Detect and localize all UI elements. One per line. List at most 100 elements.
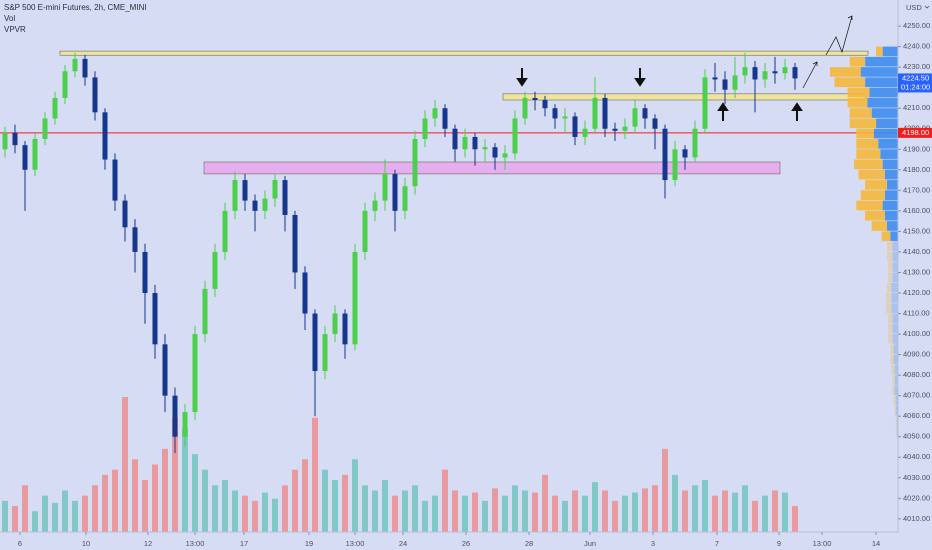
- x-tick-label: 14: [872, 539, 880, 548]
- profile-down: [885, 303, 892, 313]
- volume-bar: [582, 495, 588, 532]
- indicator: Vol: [4, 14, 15, 23]
- candle-body: [462, 136, 468, 150]
- candle-body: [302, 272, 308, 314]
- profile-up: [891, 303, 898, 313]
- candle-body: [282, 180, 288, 215]
- volume-bar: [32, 511, 38, 532]
- profile-down: [887, 251, 893, 262]
- profile-up: [895, 395, 898, 406]
- dropdown-icon[interactable]: [924, 5, 930, 9]
- candle-body: [382, 173, 388, 201]
- candle-body: [412, 139, 418, 187]
- x-tick-label: 13:00: [813, 539, 832, 548]
- y-tick-label: 4140.00: [903, 247, 930, 256]
- profile-up: [891, 282, 898, 293]
- y-tick-label: 4080.00: [903, 370, 930, 379]
- countdown: 01:24:00: [901, 82, 930, 91]
- x-tick-label: 7: [715, 539, 719, 548]
- y-tick-label: 4230.00: [903, 62, 930, 71]
- profile-down: [888, 323, 893, 334]
- candle-body: [222, 210, 228, 252]
- candle-body: [242, 180, 248, 201]
- candle-body: [292, 214, 298, 273]
- volume-bar: [642, 488, 648, 532]
- y-tick-label: 4170.00: [903, 185, 930, 194]
- candle-body: [52, 97, 58, 119]
- volume-bar: [62, 490, 68, 532]
- y-tick-label: 4070.00: [903, 391, 930, 400]
- volume-bar: [592, 482, 598, 532]
- zone: [502, 93, 867, 101]
- profile-down: [894, 405, 896, 416]
- profile-up: [884, 169, 898, 180]
- profile-down: [888, 272, 893, 283]
- volume-bar: [202, 469, 208, 532]
- profile-down: [849, 56, 866, 67]
- volume-bar: [322, 469, 328, 532]
- volume-bar: [42, 495, 48, 532]
- volume-bar: [102, 474, 108, 532]
- down-arrow: [634, 68, 646, 87]
- volume-bar: [52, 502, 58, 532]
- zone: [203, 161, 781, 175]
- volume-bar: [312, 417, 318, 532]
- volume-bar: [452, 490, 458, 532]
- volume-bar: [232, 490, 238, 532]
- volume-bar: [732, 492, 738, 532]
- profile-up: [871, 108, 898, 118]
- candle-body: [442, 108, 448, 129]
- profile-up: [876, 118, 898, 129]
- currency[interactable]: USD: [906, 3, 922, 12]
- y-tick-label: 4240.00: [903, 42, 930, 51]
- profile-up: [894, 375, 898, 385]
- candles: [2, 52, 798, 454]
- volume-bar: [432, 495, 438, 532]
- candle-body: [542, 99, 548, 109]
- candle-body: [32, 139, 38, 170]
- profile-down: [871, 221, 888, 231]
- profile-up: [894, 364, 898, 375]
- profile-down: [888, 334, 893, 344]
- candle-body: [252, 200, 258, 211]
- up-arrow: [717, 102, 729, 121]
- volume-bar: [352, 459, 358, 532]
- candle-body: [482, 147, 488, 150]
- last-price-label: 4224.50: [902, 73, 929, 82]
- profile-down: [830, 67, 861, 77]
- volume-bar: [632, 492, 638, 532]
- price-tag-label: 4198.00: [902, 128, 929, 137]
- profile-up: [892, 262, 898, 272]
- y-tick-label: 4250.00: [903, 21, 930, 30]
- profile-up: [892, 323, 898, 334]
- candle-body: [582, 128, 588, 137]
- candle-body: [332, 313, 338, 335]
- candle-body: [422, 118, 428, 140]
- candle-body: [262, 198, 268, 211]
- volume-bar: [542, 474, 548, 532]
- volume-bar: [722, 490, 728, 532]
- volume-bar: [252, 500, 258, 532]
- profile-up: [882, 159, 898, 170]
- candle-body: [82, 58, 88, 78]
- candle-body: [752, 67, 758, 80]
- volume: [2, 397, 798, 532]
- profile-up: [865, 77, 898, 88]
- candle-body: [322, 334, 328, 372]
- candle-body: [792, 67, 798, 79]
- profile-up: [878, 139, 898, 149]
- y-tick-label: 4030.00: [903, 473, 930, 482]
- volume-bar: [212, 485, 218, 532]
- volume-bar: [692, 485, 698, 532]
- volume-bar: [2, 500, 8, 532]
- candle-body: [642, 108, 648, 119]
- volume-bar: [762, 495, 768, 532]
- volume-bar: [22, 485, 28, 532]
- candle-body: [532, 97, 538, 100]
- volume-bar: [662, 448, 668, 532]
- projection-arrow: [825, 15, 853, 56]
- candle-body: [692, 128, 698, 158]
- profile-down: [881, 231, 891, 242]
- up-arrow: [791, 102, 803, 121]
